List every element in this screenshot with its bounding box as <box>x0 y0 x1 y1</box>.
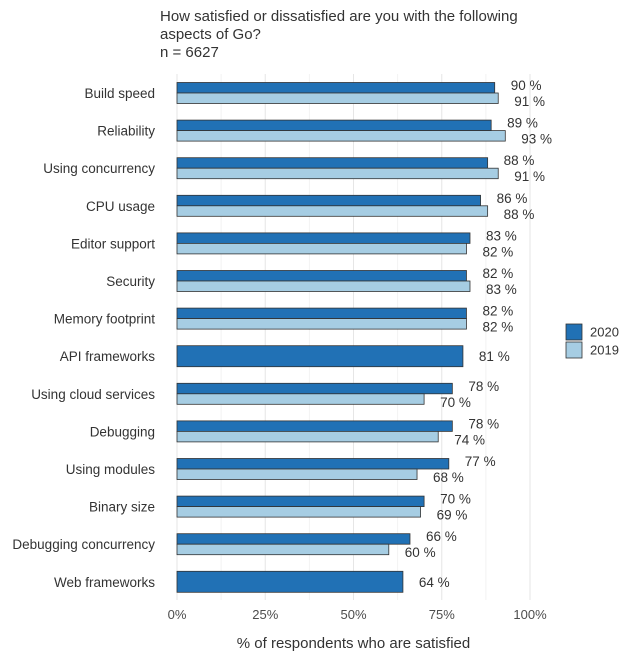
value-label-2020-using-cloud-services: 78 % <box>468 379 499 394</box>
bar-2019-debugging-concurrency <box>176 543 390 556</box>
category-label-build-speed: Build speed <box>84 86 155 101</box>
bar-2019-using-concurrency <box>176 167 499 180</box>
value-label-2019-build-speed: 91 % <box>514 94 545 109</box>
bar-2020-using-cloud-services <box>176 382 453 395</box>
category-label-reliability: Reliability <box>97 124 155 139</box>
bar-2019-reliability <box>176 130 506 142</box>
bar-2020-debugging-concurrency <box>176 533 411 545</box>
value-label-2019-memory-footprint: 82 % <box>482 320 513 335</box>
bar-2020-debugging <box>176 420 453 432</box>
bar-2020-reliability <box>176 119 492 131</box>
x-axis-title: % of respondents who are satisfied <box>237 635 470 652</box>
value-label-2020-debugging-concurrency: 66 % <box>426 529 457 544</box>
chart-title-block: How satisfied or dissatisfied are you wi… <box>160 8 580 62</box>
category-label-debugging-concurrency: Debugging concurrency <box>12 537 155 552</box>
value-label-2020-debugging: 78 % <box>468 416 499 431</box>
value-label-2020-editor-support: 83 % <box>486 228 517 243</box>
value-label-2019-binary-size: 69 % <box>437 508 468 523</box>
value-label-2019-using-concurrency: 91 % <box>514 169 545 184</box>
bar-2020-using-concurrency <box>176 157 489 169</box>
chart-title-line-1: How satisfied or dissatisfied are you wi… <box>160 8 518 25</box>
x-tick-label-0: 0% <box>168 607 187 622</box>
category-label-security: Security <box>106 274 155 289</box>
value-label-2020-using-concurrency: 88 % <box>504 153 535 168</box>
value-label-2019-cpu-usage: 88 % <box>504 207 535 222</box>
value-label-2020-web-frameworks: 64 % <box>419 575 450 590</box>
legend-label-2020: 2020 <box>590 325 619 340</box>
category-label-debugging: Debugging <box>90 424 155 439</box>
value-label-2020-using-modules: 77 % <box>465 454 496 469</box>
value-label-2019-using-modules: 68 % <box>433 470 464 485</box>
bar-2020-using-modules <box>176 458 450 470</box>
category-label-cpu-usage: CPU usage <box>86 199 155 214</box>
value-label-2020-cpu-usage: 86 % <box>497 191 528 206</box>
x-tick-label-50: 50% <box>340 607 366 622</box>
value-label-2019-using-cloud-services: 70 % <box>440 395 471 410</box>
bar-2019-binary-size <box>176 506 421 518</box>
x-tick-label-75: 75% <box>429 607 455 622</box>
bar-2019-editor-support <box>176 242 467 255</box>
bar-2019-security <box>176 280 471 292</box>
bar-2020-web-frameworks <box>176 570 404 593</box>
legend-swatch-2019 <box>565 341 583 359</box>
chart-title-line-2: aspects of Go? <box>160 26 261 43</box>
bar-2019-using-modules <box>176 468 418 480</box>
bar-2020-cpu-usage <box>176 194 481 207</box>
x-tick-label-100: 100% <box>513 607 547 622</box>
value-label-2019-debugging-concurrency: 60 % <box>405 545 436 560</box>
value-label-2019-debugging: 74 % <box>454 432 485 447</box>
value-label-2020-binary-size: 70 % <box>440 492 471 507</box>
bar-2019-using-cloud-services <box>176 393 425 405</box>
bar-2020-build-speed <box>176 82 496 94</box>
bar-2019-memory-footprint <box>176 318 467 330</box>
value-label-2019-security: 83 % <box>486 282 517 297</box>
category-label-using-cloud-services: Using cloud services <box>31 387 155 402</box>
value-label-2019-editor-support: 82 % <box>482 244 513 259</box>
category-label-api-frameworks: API frameworks <box>60 349 156 364</box>
value-label-2020-security: 82 % <box>482 266 513 281</box>
category-label-memory-footprint: Memory footprint <box>54 312 156 327</box>
category-label-editor-support: Editor support <box>71 236 155 251</box>
value-label-2020-reliability: 89 % <box>507 116 538 131</box>
category-label-using-concurrency: Using concurrency <box>43 161 155 176</box>
bar-2020-api-frameworks <box>176 345 464 368</box>
value-label-2020-api-frameworks: 81 % <box>479 349 510 364</box>
bar-2020-binary-size <box>176 495 425 508</box>
bar-2019-debugging <box>176 430 439 443</box>
bar-2020-memory-footprint <box>176 307 467 320</box>
category-label-binary-size: Binary size <box>89 500 155 515</box>
chart-subtitle: n = 6627 <box>160 44 219 61</box>
legend-label-2019: 2019 <box>590 343 619 358</box>
bar-2019-build-speed <box>176 92 499 104</box>
x-tick-label-25: 25% <box>252 607 278 622</box>
bar-2019-cpu-usage <box>176 205 489 217</box>
value-label-2019-reliability: 93 % <box>521 132 552 147</box>
value-label-2020-build-speed: 90 % <box>511 78 542 93</box>
category-label-web-frameworks: Web frameworks <box>54 575 155 590</box>
legend-swatch-2020 <box>565 323 583 341</box>
value-label-2020-memory-footprint: 82 % <box>482 304 513 319</box>
category-label-using-modules: Using modules <box>66 462 156 477</box>
bar-2020-editor-support <box>176 232 471 244</box>
bar-2020-security <box>176 270 467 282</box>
